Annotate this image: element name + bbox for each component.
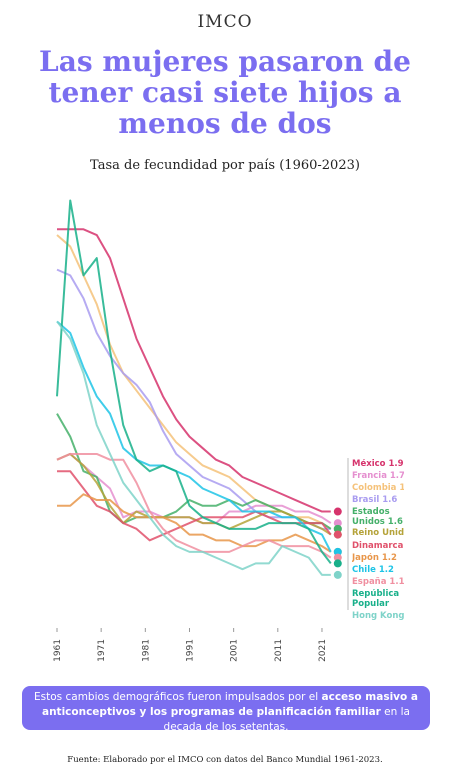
note-text: en la decada de los setentas. bbox=[163, 706, 410, 733]
legend-label: España 1.1 bbox=[352, 577, 404, 587]
x-tick-label: 1961 bbox=[53, 639, 63, 662]
series-line bbox=[56, 199, 332, 565]
x-tick-label: 2001 bbox=[230, 639, 240, 662]
end-dot bbox=[333, 559, 342, 568]
legend-label: Brasil 1.6 bbox=[352, 495, 398, 505]
legend-label: Chile 1.2 bbox=[352, 565, 394, 575]
legend-label: México 1.9 bbox=[352, 459, 404, 469]
series-line bbox=[57, 493, 332, 553]
x-tick-label: 1981 bbox=[141, 639, 151, 662]
end-dot bbox=[333, 547, 342, 556]
series-line bbox=[57, 228, 331, 513]
legend-label: Dinamarca 1.5 bbox=[352, 541, 404, 551]
x-tick-label: 2021 bbox=[318, 639, 328, 662]
note-text: Estos cambios demográficos fueron impuls… bbox=[34, 691, 322, 703]
series-line bbox=[56, 452, 332, 525]
x-tick-label: 1991 bbox=[185, 639, 195, 662]
legend-label: Estados Unidos 1.6 bbox=[352, 507, 403, 527]
legend-label: Francia 1.7 bbox=[352, 471, 404, 481]
note-bold: acceso masivo a anticonceptivos y los pr… bbox=[41, 691, 418, 718]
legend-label: Hong Kong 0.8 bbox=[352, 611, 404, 621]
end-dot bbox=[333, 570, 342, 579]
series-line bbox=[56, 452, 332, 559]
end-dot bbox=[333, 553, 342, 562]
series-line bbox=[56, 413, 332, 530]
series-line bbox=[56, 320, 331, 576]
source: Fuente: Elaborado por el IMCO con datos … bbox=[67, 755, 383, 765]
logo: IMCO bbox=[197, 12, 253, 32]
end-dot bbox=[333, 507, 342, 516]
end-dot bbox=[333, 524, 342, 533]
legend-label: Colombia 1.6 bbox=[352, 483, 404, 493]
end-dot bbox=[333, 530, 342, 539]
note: Estos cambios demográficos fueron impuls… bbox=[22, 686, 430, 733]
x-tick-label: 1971 bbox=[97, 639, 107, 662]
x-tick-label: 2011 bbox=[274, 639, 284, 662]
chart-title: Tasa de fecundidad por país (1960-2023) bbox=[90, 158, 360, 173]
title: Las mujeres pasaron de tener casi siete … bbox=[39, 45, 411, 140]
legend-label: Reino Unido 1.5 bbox=[352, 528, 404, 538]
legend-label: República Popular China 1.0 bbox=[352, 589, 400, 609]
legend-label: Japón 1.2 bbox=[352, 553, 397, 563]
series-line bbox=[56, 320, 332, 553]
end-dot bbox=[333, 519, 342, 528]
